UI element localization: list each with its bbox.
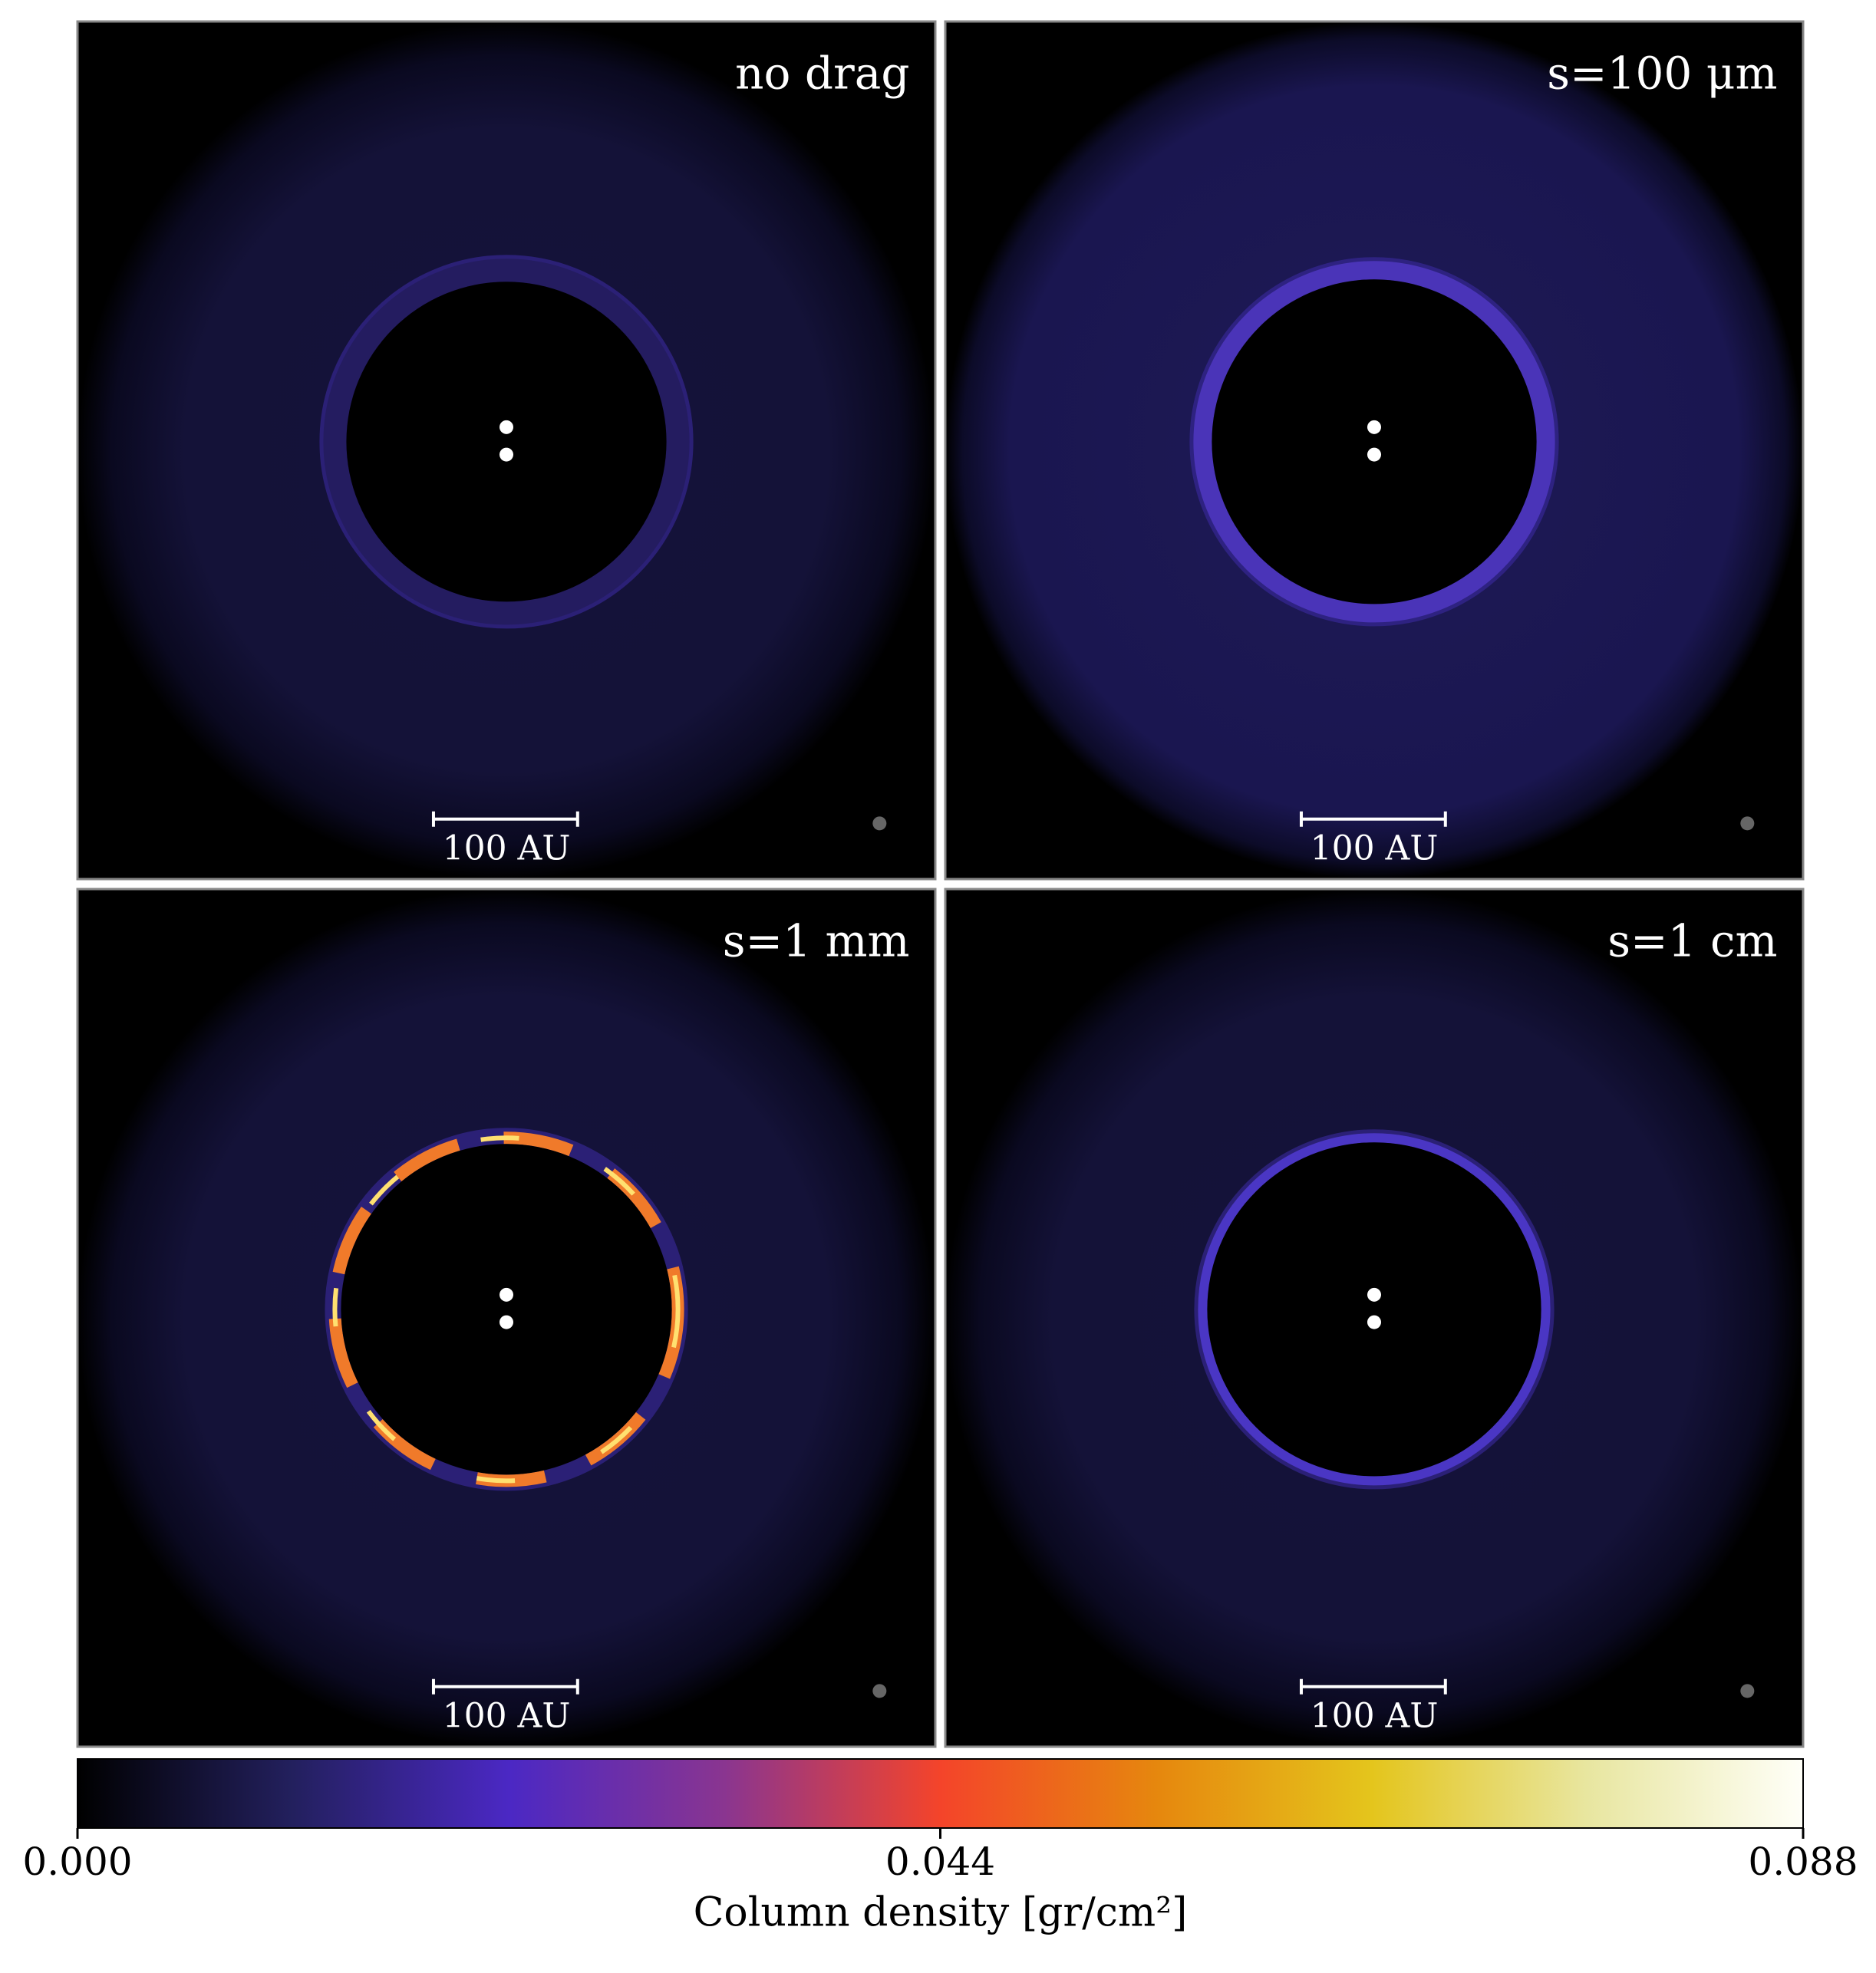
star [1367,1315,1381,1329]
cavity [346,282,667,602]
star [499,1315,513,1329]
colorbar-tick-label: 0.044 [885,1840,995,1884]
panel-frame [944,20,1805,881]
panel-label: no drag [735,48,909,100]
beam [872,1684,887,1698]
star [499,447,513,462]
panel-frame [76,888,937,1748]
colorbar-label: Column density [gr/cm²] [694,1890,1188,1936]
panel-label: s=1 cm [1607,915,1777,967]
scale-bar-label: 100 AU [1311,829,1439,868]
star [1367,1287,1381,1302]
scale-bar-label: 100 AU [443,1697,571,1736]
colorbar-tick-label: 0.088 [1748,1840,1858,1884]
panel-frame [944,888,1805,1748]
ring [1193,261,1555,623]
beam [1740,1684,1755,1698]
colorbar-tick-label: 0.000 [22,1840,132,1884]
scale-bar-label: 100 AU [443,829,571,868]
cavity [341,1144,672,1475]
star [499,1287,513,1302]
ring [1198,1133,1551,1486]
panel-frame [76,20,937,881]
beam [1740,816,1755,831]
panel-label: s=1 mm [723,915,910,967]
star [499,420,513,434]
cavity [1207,1142,1541,1477]
ring [323,259,690,625]
panel-label: s=100 μm [1547,48,1777,100]
star [1367,420,1381,434]
star [1367,447,1381,462]
ring-bright [332,1135,681,1484]
beam [872,816,887,831]
cavity [1212,279,1537,604]
colorbar [77,1758,1804,1829]
scale-bar-label: 100 AU [1311,1697,1439,1736]
